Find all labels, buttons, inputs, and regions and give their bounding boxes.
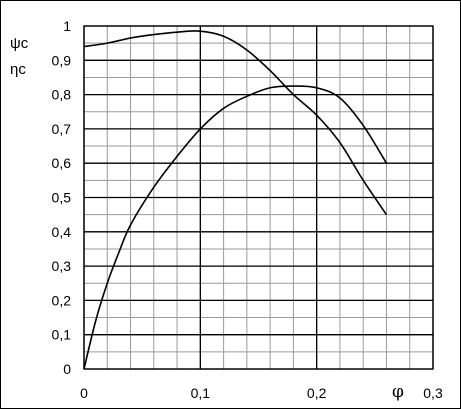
axis-labels: ψc ηc φ bbox=[10, 35, 404, 402]
grid bbox=[83, 25, 434, 370]
y-tick-label: 0 bbox=[63, 361, 71, 377]
x-tick-label: 0,3 bbox=[423, 385, 443, 401]
y-tick-label: 0,8 bbox=[52, 87, 72, 103]
x-axis-label: φ bbox=[392, 382, 404, 402]
plot-border bbox=[83, 25, 434, 370]
y-axis-label-psi: ψc bbox=[10, 35, 29, 52]
series-line-2 bbox=[83, 85, 388, 370]
y-tick-label: 0,7 bbox=[52, 121, 72, 137]
y-tick-label: 0,3 bbox=[52, 258, 72, 274]
y-axis-label-eta: ηc bbox=[10, 61, 26, 78]
x-tick-label: 0,1 bbox=[191, 385, 211, 401]
y-tick-label: 0,9 bbox=[52, 52, 72, 68]
y-tick-label: 1 bbox=[63, 18, 71, 34]
x-tick-label: 0 bbox=[80, 385, 88, 401]
x-tick-label: 0,2 bbox=[307, 385, 327, 401]
y-tick-label: 0,1 bbox=[52, 327, 72, 343]
tick-labels: 0 0,1 0,2 0,3 0 0,1 0,2 0,3 0,4 0,5 0,6 0,7 0,8 0,9 1 bbox=[52, 18, 443, 401]
y-tick-label: 0,6 bbox=[52, 155, 72, 171]
y-tick-label: 0,2 bbox=[52, 292, 72, 308]
plot-area-border bbox=[83, 25, 434, 370]
y-tick-label: 0,5 bbox=[52, 190, 72, 206]
series-line-1 bbox=[83, 30, 388, 216]
y-tick-label: 0,4 bbox=[52, 224, 72, 240]
series-lines bbox=[83, 30, 388, 370]
